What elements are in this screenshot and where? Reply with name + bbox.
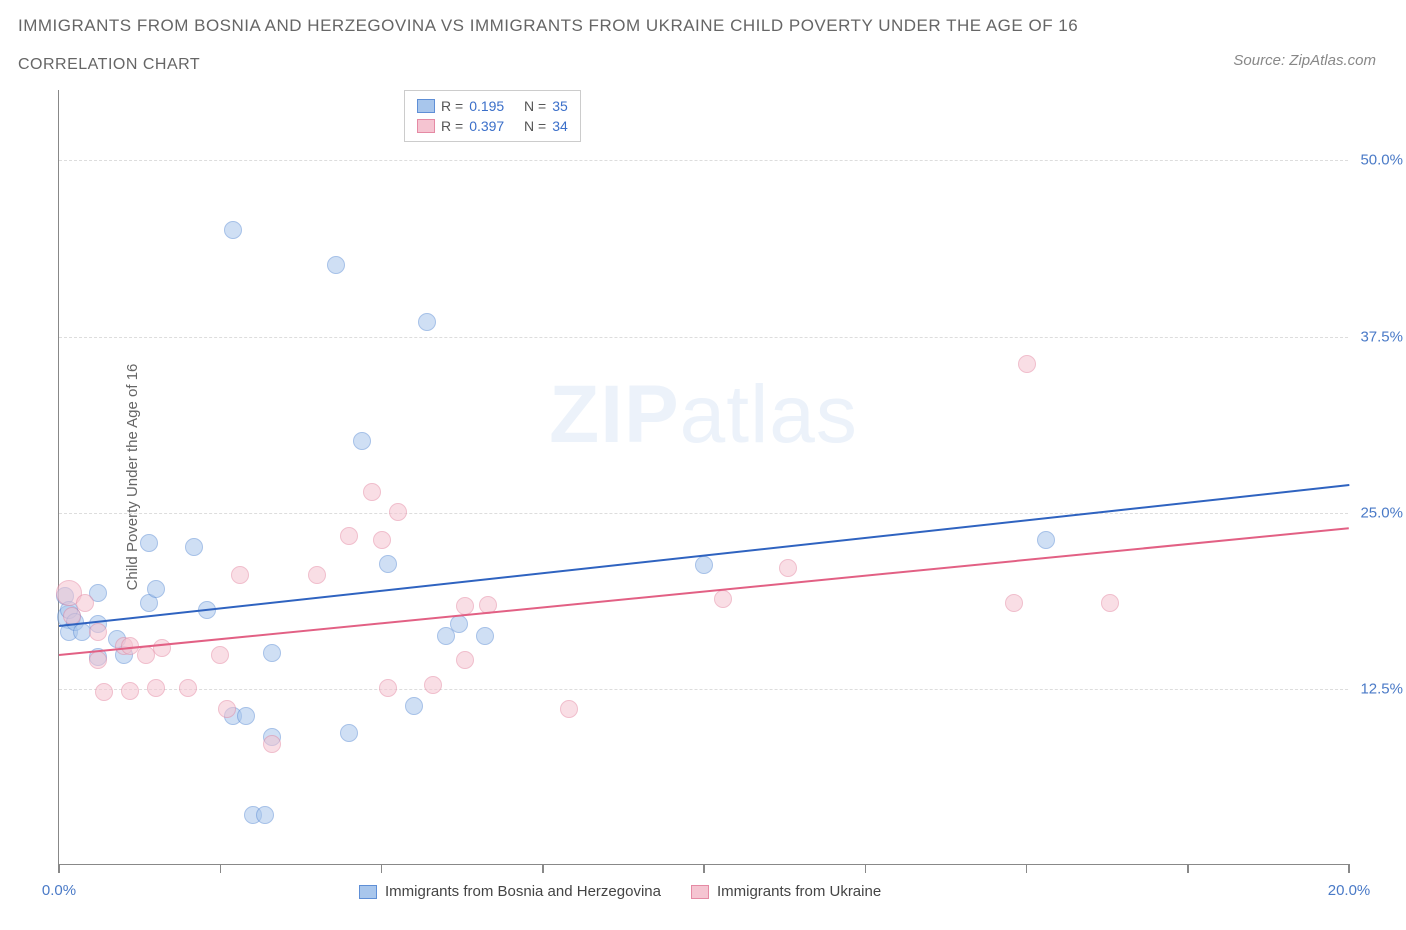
swatch-ukraine (417, 119, 435, 133)
r-label: R = (441, 118, 463, 134)
watermark-bold: ZIP (549, 369, 680, 460)
data-point (779, 559, 797, 577)
n-value-ukraine: 34 (552, 118, 568, 134)
regression-line (59, 485, 1349, 628)
x-tick (1187, 864, 1189, 873)
chart-title: IMMIGRANTS FROM BOSNIA AND HERZEGOVINA V… (18, 16, 1078, 36)
data-point (456, 651, 474, 669)
data-point (373, 531, 391, 549)
x-tick-label: 20.0% (1328, 882, 1371, 899)
data-point (424, 676, 442, 694)
data-point (476, 627, 494, 645)
legend-label-bosnia: Immigrants from Bosnia and Herzegovina (385, 883, 661, 900)
data-point (140, 534, 158, 552)
data-point (147, 580, 165, 598)
x-tick (58, 864, 60, 873)
legend-item-ukraine: Immigrants from Ukraine (691, 883, 881, 900)
data-point (1018, 355, 1036, 373)
n-label: N = (524, 98, 546, 114)
data-point (89, 623, 107, 641)
data-point (237, 707, 255, 725)
n-label: N = (524, 118, 546, 134)
scatter-plot: Child Poverty Under the Age of 16 ZIPatl… (58, 90, 1348, 865)
data-point (179, 679, 197, 697)
regression-line (59, 527, 1349, 656)
data-point (714, 590, 732, 608)
data-point (147, 679, 165, 697)
x-tick (381, 864, 383, 873)
y-tick-label: 37.5% (1360, 328, 1403, 345)
x-tick (220, 864, 222, 873)
data-point (218, 700, 236, 718)
data-point (95, 683, 113, 701)
data-point (389, 503, 407, 521)
data-point (363, 483, 381, 501)
data-point (340, 724, 358, 742)
swatch-bosnia (359, 885, 377, 899)
x-tick (703, 864, 705, 873)
legend-label-ukraine: Immigrants from Ukraine (717, 883, 881, 900)
data-point (418, 313, 436, 331)
data-point (340, 527, 358, 545)
data-point (353, 432, 371, 450)
x-tick (865, 864, 867, 873)
data-point (153, 639, 171, 657)
y-tick-label: 25.0% (1360, 504, 1403, 521)
data-point (379, 679, 397, 697)
watermark-light: atlas (680, 369, 858, 460)
data-point (263, 735, 281, 753)
data-point (224, 221, 242, 239)
data-point (1101, 594, 1119, 612)
stats-row-ukraine: R = 0.397 N = 34 (417, 116, 568, 136)
data-point (256, 806, 274, 824)
series-legend: Immigrants from Bosnia and Herzegovina I… (359, 883, 881, 900)
gridline (59, 689, 1348, 690)
x-tick (1026, 864, 1028, 873)
y-tick-label: 50.0% (1360, 152, 1403, 169)
gridline (59, 337, 1348, 338)
data-point (76, 594, 94, 612)
data-point (211, 646, 229, 664)
swatch-bosnia (417, 99, 435, 113)
swatch-ukraine (691, 885, 709, 899)
data-point (450, 615, 468, 633)
n-value-bosnia: 35 (552, 98, 568, 114)
x-tick (542, 864, 544, 873)
chart-subtitle: CORRELATION CHART (18, 56, 200, 74)
stats-legend: R = 0.195 N = 35 R = 0.397 N = 34 (404, 90, 581, 142)
data-point (1005, 594, 1023, 612)
source-label: Source: ZipAtlas.com (1233, 52, 1376, 69)
data-point (379, 555, 397, 573)
data-point (89, 651, 107, 669)
gridline (59, 513, 1348, 514)
data-point (327, 256, 345, 274)
data-point (185, 538, 203, 556)
data-point (560, 700, 578, 718)
data-point (695, 556, 713, 574)
data-point (308, 566, 326, 584)
x-tick (1348, 864, 1350, 873)
x-tick-label: 0.0% (42, 882, 76, 899)
source-prefix: Source: (1233, 52, 1285, 69)
r-value-ukraine: 0.397 (469, 118, 504, 134)
data-point (121, 682, 139, 700)
data-point (1037, 531, 1055, 549)
y-axis-title: Child Poverty Under the Age of 16 (124, 364, 141, 591)
stats-row-bosnia: R = 0.195 N = 35 (417, 96, 568, 116)
y-tick-label: 12.5% (1360, 680, 1403, 697)
r-value-bosnia: 0.195 (469, 98, 504, 114)
source-site: ZipAtlas.com (1289, 52, 1376, 69)
watermark: ZIPatlas (549, 368, 858, 462)
r-label: R = (441, 98, 463, 114)
data-point (263, 644, 281, 662)
legend-item-bosnia: Immigrants from Bosnia and Herzegovina (359, 883, 661, 900)
data-point (405, 697, 423, 715)
gridline (59, 160, 1348, 161)
data-point (231, 566, 249, 584)
